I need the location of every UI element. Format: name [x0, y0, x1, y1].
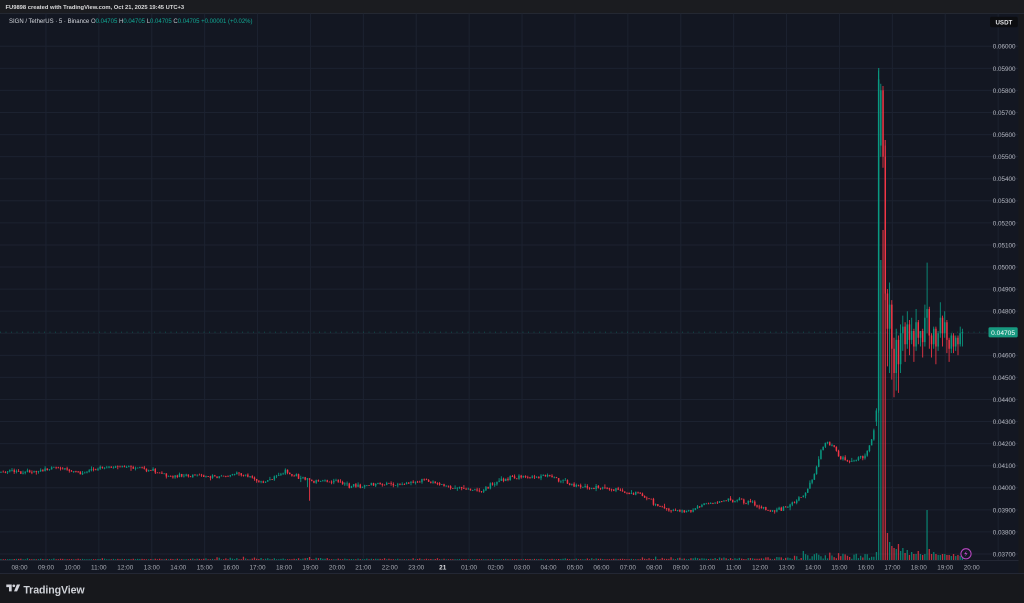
svg-text:04:00: 04:00	[541, 564, 557, 571]
svg-text:05:00: 05:00	[567, 564, 583, 571]
svg-text:12:00: 12:00	[117, 564, 133, 571]
svg-text:19:00: 19:00	[302, 564, 318, 571]
svg-text:0.04800: 0.04800	[993, 309, 1016, 316]
svg-text:09:00: 09:00	[673, 564, 689, 571]
svg-text:0.05200: 0.05200	[993, 220, 1016, 227]
svg-text:06:00: 06:00	[593, 564, 609, 571]
svg-text:10:00: 10:00	[64, 564, 80, 571]
svg-text:16:00: 16:00	[858, 564, 874, 571]
svg-text:08:00: 08:00	[12, 564, 28, 571]
svg-text:15:00: 15:00	[831, 564, 847, 571]
svg-text:19:00: 19:00	[937, 564, 953, 571]
svg-text:21:00: 21:00	[355, 564, 371, 571]
svg-text:0.04200: 0.04200	[993, 441, 1016, 448]
svg-text:08:00: 08:00	[646, 564, 662, 571]
svg-text:0.04705: 0.04705	[991, 330, 1015, 337]
svg-text:01:00: 01:00	[461, 564, 477, 571]
svg-text:0.04100: 0.04100	[993, 463, 1016, 470]
svg-text:18:00: 18:00	[276, 564, 292, 571]
svg-text:FU9898 created with TradingVie: FU9898 created with TradingView.com, Oct…	[6, 5, 185, 11]
svg-text:0.04300: 0.04300	[993, 419, 1016, 426]
svg-text:15:00: 15:00	[197, 564, 213, 571]
svg-text:0.03700: 0.03700	[993, 551, 1016, 558]
svg-text:22:00: 22:00	[382, 564, 398, 571]
svg-text:13:00: 13:00	[779, 564, 795, 571]
svg-text:20:00: 20:00	[329, 564, 345, 571]
svg-text:0.03900: 0.03900	[993, 507, 1016, 514]
svg-text:0.04500: 0.04500	[993, 375, 1016, 382]
svg-text:0.05100: 0.05100	[993, 242, 1016, 249]
svg-text:11:00: 11:00	[726, 564, 742, 571]
svg-text:16:00: 16:00	[223, 564, 239, 571]
svg-text:17:00: 17:00	[250, 564, 266, 571]
svg-text:02:00: 02:00	[488, 564, 504, 571]
svg-text:14:00: 14:00	[805, 564, 821, 571]
svg-text:0.05000: 0.05000	[993, 264, 1016, 271]
svg-text:18:00: 18:00	[911, 564, 927, 571]
svg-text:10:00: 10:00	[699, 564, 715, 571]
svg-text:0.05600: 0.05600	[993, 132, 1016, 139]
svg-text:11:00: 11:00	[91, 564, 107, 571]
svg-text:0.05900: 0.05900	[993, 66, 1016, 73]
svg-text:0.05800: 0.05800	[993, 88, 1016, 95]
svg-text:23:00: 23:00	[408, 564, 424, 571]
svg-text:14:00: 14:00	[170, 564, 186, 571]
svg-text:0.05700: 0.05700	[993, 110, 1016, 117]
svg-text:0.04400: 0.04400	[993, 397, 1016, 404]
svg-text:20:00: 20:00	[964, 564, 980, 571]
svg-text:0.06000: 0.06000	[993, 44, 1016, 51]
svg-text:0.05400: 0.05400	[993, 176, 1016, 183]
svg-text:0.04600: 0.04600	[993, 353, 1016, 360]
svg-text:12:00: 12:00	[752, 564, 768, 571]
svg-text:21: 21	[439, 564, 447, 571]
svg-text:SIGN / TetherUS · 5 · Binance: SIGN / TetherUS · 5 · Binance O0.04705 H…	[9, 19, 253, 25]
svg-text:0.04900: 0.04900	[993, 287, 1016, 294]
svg-text:13:00: 13:00	[144, 564, 160, 571]
svg-text:0.05500: 0.05500	[993, 154, 1016, 161]
svg-text:0.03800: 0.03800	[993, 529, 1016, 536]
svg-text:TradingView: TradingView	[23, 584, 85, 596]
svg-text:0.05300: 0.05300	[993, 198, 1016, 205]
svg-text:17:00: 17:00	[884, 564, 900, 571]
svg-text:09:00: 09:00	[38, 564, 54, 571]
svg-text:0.04000: 0.04000	[993, 485, 1016, 492]
svg-text:03:00: 03:00	[514, 564, 530, 571]
svg-text:USDT: USDT	[995, 19, 1012, 26]
svg-text:07:00: 07:00	[620, 564, 636, 571]
